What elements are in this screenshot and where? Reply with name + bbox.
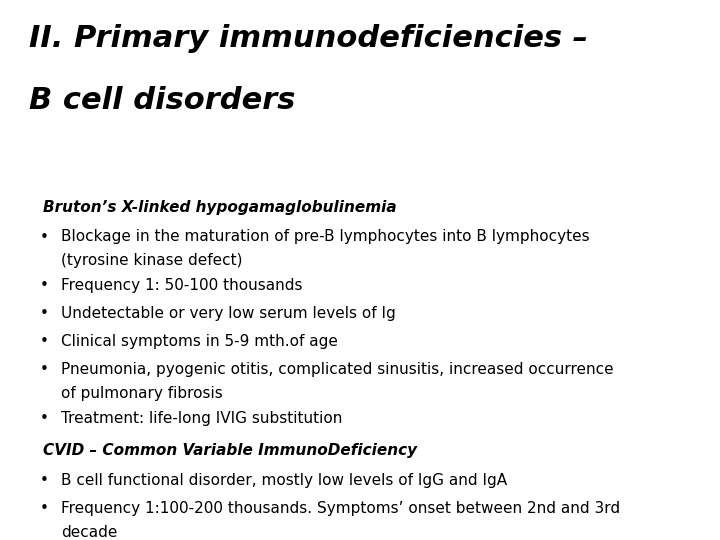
Text: •: • xyxy=(40,362,48,377)
Text: Undetectable or very low serum levels of Ig: Undetectable or very low serum levels of… xyxy=(61,306,396,321)
Text: Frequency 1: 50-100 thousands: Frequency 1: 50-100 thousands xyxy=(61,278,302,293)
Text: •: • xyxy=(40,230,48,245)
Text: II. Primary immunodeficiencies –: II. Primary immunodeficiencies – xyxy=(29,24,588,53)
Text: •: • xyxy=(40,306,48,321)
Text: Frequency 1:100-200 thousands. Symptoms’ onset between 2nd and 3rd: Frequency 1:100-200 thousands. Symptoms’… xyxy=(61,501,621,516)
Text: of pulmonary fibrosis: of pulmonary fibrosis xyxy=(61,386,223,401)
Text: •: • xyxy=(40,278,48,293)
Text: Pneumonia, pyogenic otitis, complicated sinusitis, increased occurrence: Pneumonia, pyogenic otitis, complicated … xyxy=(61,362,614,377)
Text: •: • xyxy=(40,501,48,516)
Text: •: • xyxy=(40,334,48,349)
Text: •: • xyxy=(40,411,48,426)
Text: Blockage in the maturation of pre-B lymphocytes into B lymphocytes: Blockage in the maturation of pre-B lymp… xyxy=(61,230,590,245)
Text: •: • xyxy=(40,473,48,488)
Text: B cell disorders: B cell disorders xyxy=(29,86,295,116)
Text: Bruton’s X-linked hypogamaglobulinemia: Bruton’s X-linked hypogamaglobulinemia xyxy=(43,200,397,215)
Text: B cell functional disorder, mostly low levels of IgG and IgA: B cell functional disorder, mostly low l… xyxy=(61,473,508,488)
Text: Treatment: life-long IVIG substitution: Treatment: life-long IVIG substitution xyxy=(61,411,343,426)
Text: (tyrosine kinase defect): (tyrosine kinase defect) xyxy=(61,253,243,268)
Text: CVID – Common Variable ImmunoDeficiency: CVID – Common Variable ImmunoDeficiency xyxy=(43,443,418,458)
Text: decade: decade xyxy=(61,525,117,540)
Text: Clinical symptoms in 5-9 mth.of age: Clinical symptoms in 5-9 mth.of age xyxy=(61,334,338,349)
